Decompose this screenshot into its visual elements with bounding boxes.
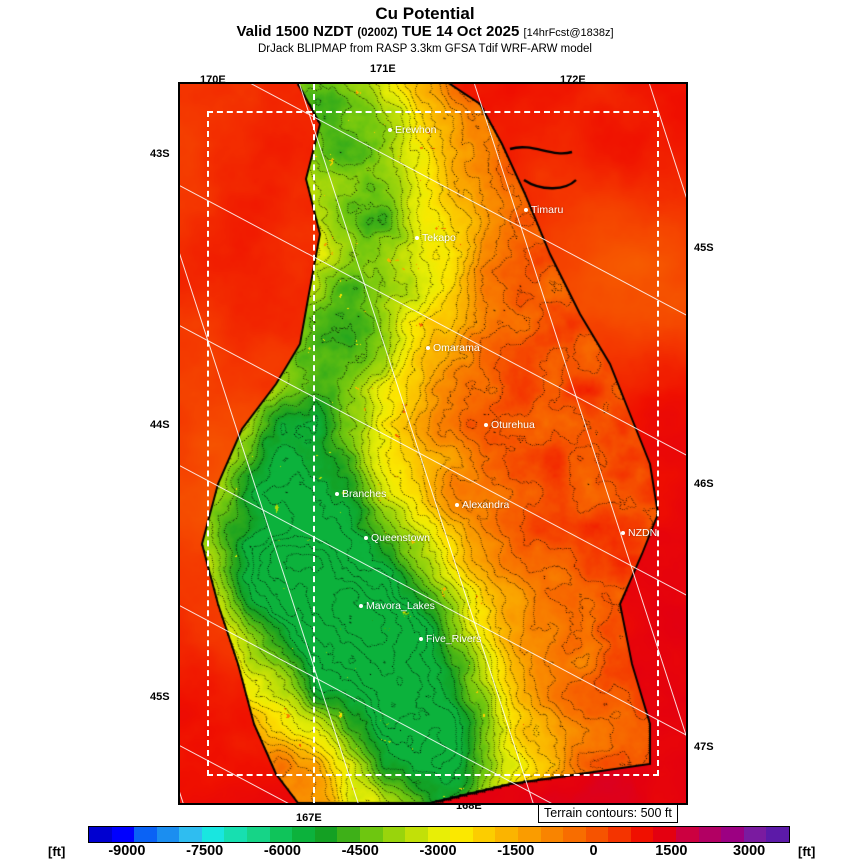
colorbar-swatch (111, 827, 135, 842)
page-title: Cu Potential (375, 4, 475, 23)
colorbar-swatch (382, 827, 406, 842)
latitude-label: 45S (150, 691, 170, 703)
colorbar-swatch (540, 827, 564, 842)
colorbar-tick-label: -6000 (263, 843, 301, 859)
colorbar-swatch (766, 827, 789, 842)
colorbar-swatch (517, 827, 541, 842)
colorbar-swatch (472, 827, 496, 842)
colorbar-swatches[interactable] (88, 826, 790, 843)
colorbar-swatch (247, 827, 270, 842)
colorbar-swatch (563, 827, 586, 842)
colorbar-tick-label: -3000 (419, 843, 457, 859)
colorbar-tick-label: -4500 (341, 843, 379, 859)
latitude-label: 46S (694, 478, 714, 490)
colorbar-swatch (224, 827, 248, 842)
map-frame[interactable]: Erewhon Timaru Tekapo Omarama Oturehua Branch… (178, 82, 688, 805)
colorbar-swatch (314, 827, 338, 842)
valid-date: TUE 14 Oct 2025 (401, 23, 520, 40)
colorbar-swatch (89, 827, 112, 842)
colorbar-swatch (608, 827, 631, 842)
latitude-label: 44S (150, 419, 170, 431)
colorbar-swatch (134, 827, 157, 842)
colorbar-swatch (269, 827, 293, 842)
valid-time-line: Valid 1500 NZDT (0200Z) TUE 14 Oct 2025 … (0, 23, 850, 42)
model-description: DrJack BLIPMAP from RASP 3.3km GFSA Tdif… (257, 43, 592, 55)
longitude-label: 171E (370, 63, 396, 75)
colorbar-swatch (721, 827, 744, 842)
colorbar-region: [ft] -9000 -7500 -6000 -4500 -3000 -1500 0 1500… (0, 822, 850, 860)
latitude-label: 43S (150, 148, 170, 160)
longitude-label: 167E (296, 812, 322, 824)
colorbar-swatch (156, 827, 180, 842)
colorbar-tick-label: -9000 (108, 843, 146, 859)
valid-time-utc: (0200Z) (357, 27, 398, 39)
forecast-domain-box (207, 111, 659, 776)
colorbar-swatch (359, 827, 383, 842)
colorbar-swatch (427, 827, 451, 842)
latitude-label: 45S (694, 242, 714, 254)
cu-potential-heatmap (180, 84, 686, 803)
colorbar-swatch (179, 827, 202, 842)
colorbar-tick-label: 0 (589, 843, 598, 859)
latitude-label: 47S (694, 741, 714, 753)
colorbar-swatch (495, 827, 518, 842)
colorbar-swatch (337, 827, 360, 842)
colorbar-tick-label: 3000 (732, 843, 766, 859)
colorbar-tick-labels: -9000 -7500 -6000 -4500 -3000 -1500 0 1500 3000 (88, 843, 788, 861)
colorbar-tick-label: -7500 (186, 843, 224, 859)
colorbar-swatch (653, 827, 677, 842)
forecast-tag: [14hrFcst@1838z] (523, 27, 614, 39)
colorbar-swatch (201, 827, 225, 842)
colorbar-swatch (698, 827, 722, 842)
colorbar-unit-right: [ft] (798, 844, 816, 859)
colorbar-swatch (450, 827, 473, 842)
colorbar-swatch (585, 827, 609, 842)
colorbar-swatch (630, 827, 654, 842)
forecast-domain-midline (313, 84, 315, 803)
terrain-contour-legend: Terrain contours: 500 ft (538, 804, 678, 823)
colorbar-tick-label: 1500 (655, 843, 688, 859)
valid-time-prefix: Valid 1500 NZDT (236, 23, 354, 40)
colorbar-swatch (676, 827, 699, 842)
colorbar-tick-label: -1500 (497, 843, 535, 859)
colorbar-swatch (292, 827, 315, 842)
colorbar-swatch (405, 827, 428, 842)
colorbar-unit-left: [ft] (48, 844, 66, 859)
colorbar-swatch (743, 827, 767, 842)
title-block: Cu Potential Valid 1500 NZDT (0200Z) TUE… (0, 0, 850, 56)
